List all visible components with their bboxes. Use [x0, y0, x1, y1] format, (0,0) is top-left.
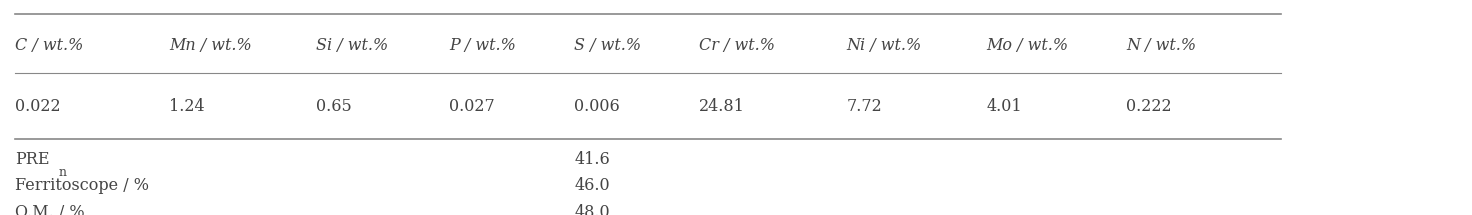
Text: 41.6: 41.6 — [574, 152, 609, 169]
Text: Ferritoscope / %: Ferritoscope / % — [15, 177, 149, 194]
Text: 7.72: 7.72 — [846, 98, 882, 115]
Text: 0.65: 0.65 — [316, 98, 352, 115]
Text: 0.027: 0.027 — [449, 98, 495, 115]
Text: S / wt.%: S / wt.% — [574, 37, 642, 54]
Text: 1.24: 1.24 — [169, 98, 205, 115]
Text: 48.0: 48.0 — [574, 204, 609, 215]
Text: Mn / wt.%: Mn / wt.% — [169, 37, 252, 54]
Text: Cr / wt.%: Cr / wt.% — [699, 37, 776, 54]
Text: 0.022: 0.022 — [15, 98, 60, 115]
Text: O.M. / %: O.M. / % — [15, 204, 84, 215]
Text: n: n — [59, 166, 66, 179]
Text: 0.006: 0.006 — [574, 98, 620, 115]
Text: Si / wt.%: Si / wt.% — [316, 37, 389, 54]
Text: 4.01: 4.01 — [986, 98, 1022, 115]
Text: N / wt.%: N / wt.% — [1126, 37, 1197, 54]
Text: 24.81: 24.81 — [699, 98, 745, 115]
Text: C / wt.%: C / wt.% — [15, 37, 82, 54]
Text: Ni / wt.%: Ni / wt.% — [846, 37, 921, 54]
Text: PRE: PRE — [15, 152, 49, 169]
Text: P / wt.%: P / wt.% — [449, 37, 515, 54]
Text: 0.222: 0.222 — [1126, 98, 1172, 115]
Text: 46.0: 46.0 — [574, 177, 609, 194]
Text: Mo / wt.%: Mo / wt.% — [986, 37, 1069, 54]
